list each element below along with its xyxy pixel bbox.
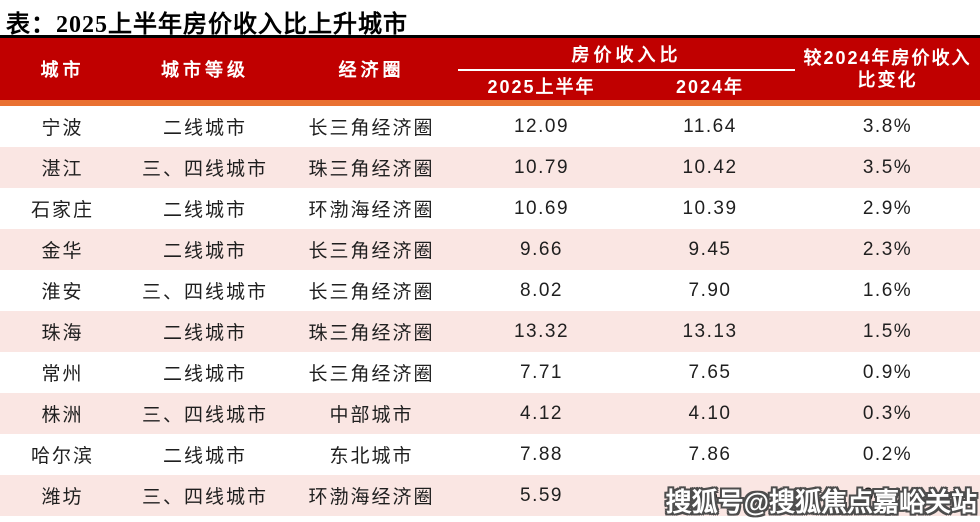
cell-circle: 长三角经济圈 xyxy=(308,282,435,303)
cell-tier: 二线城市 xyxy=(162,364,247,385)
cell-circle: 珠三角经济圈 xyxy=(308,323,435,344)
col-header-circle: 经济圈 xyxy=(338,60,405,80)
cell-ratio_2024: 10.42 xyxy=(682,156,738,178)
col-header-change-line2: 比变化 xyxy=(857,70,918,90)
cell-change: 2.9% xyxy=(862,197,913,219)
col-header-city: 城市 xyxy=(40,60,85,80)
group-subheaders: 2025上半年 2024年 xyxy=(458,71,795,100)
cell-change: 0.2% xyxy=(862,484,913,506)
col-group-ratio: 房价收入比 2025上半年 2024年 xyxy=(458,38,795,100)
cell-city: 淮安 xyxy=(41,282,84,303)
table-row: 常州 二线城市 长三角经济圈 7.71 7.65 0.9% xyxy=(0,352,980,393)
table-row: 宁波 二线城市 长三角经济圈 12.09 11.64 3.8% xyxy=(0,106,980,147)
cell-change: 0.3% xyxy=(862,402,913,424)
cell-tier: 三、四线城市 xyxy=(141,159,268,180)
cell-ratio_2024: 7.65 xyxy=(688,361,732,383)
cell-city: 哈尔滨 xyxy=(30,446,94,467)
group-header-ratio: 房价收入比 xyxy=(571,44,682,65)
cell-city: 珠海 xyxy=(41,323,84,344)
cell-ratio_2024: 7.90 xyxy=(688,279,732,301)
table-row: 株洲 三、四线城市 中部城市 4.12 4.10 0.3% xyxy=(0,393,980,434)
cell-ratio_2024: 7.86 xyxy=(688,443,732,465)
cell-change: 2.3% xyxy=(862,238,913,260)
cell-city: 株洲 xyxy=(41,405,84,426)
table: 城市 城市等级 经济圈 房价收入比 2025上半年 2024年 较2024年房价… xyxy=(0,35,980,516)
table-top-border xyxy=(0,35,980,38)
cell-ratio_2024: 11.64 xyxy=(683,115,737,137)
table-row: 潍坊 三、四线城市 环渤海经济圈 5.59 5.58 0.2% xyxy=(0,475,980,516)
col-header-tier: 城市等级 xyxy=(161,60,249,80)
table-body: 宁波 二线城市 长三角经济圈 12.09 11.64 3.8% 湛江 三、四线城市 珠三角经济圈… xyxy=(0,106,980,516)
table-row: 哈尔滨 二线城市 东北城市 7.88 7.86 0.2% xyxy=(0,434,980,475)
cell-circle: 长三角经济圈 xyxy=(308,364,435,385)
cell-city: 常州 xyxy=(41,364,84,385)
cell-ratio_2025h1: 4.12 xyxy=(520,402,563,424)
cell-circle: 珠三角经济圈 xyxy=(308,159,435,180)
group-underline xyxy=(458,69,795,71)
cell-circle: 环渤海经济圈 xyxy=(308,200,435,221)
cell-ratio_2025h1: 13.32 xyxy=(513,320,570,342)
col-header-change-line1: 较2024年房价收入 xyxy=(803,48,972,68)
cell-tier: 三、四线城市 xyxy=(141,487,268,508)
cell-ratio_2025h1: 10.69 xyxy=(513,197,570,219)
cell-ratio_2025h1: 9.66 xyxy=(520,238,563,260)
cell-circle: 长三角经济圈 xyxy=(308,241,435,262)
cell-city: 潍坊 xyxy=(41,487,84,508)
cell-change: 1.6% xyxy=(862,279,913,301)
table-row: 珠海 二线城市 珠三角经济圈 13.32 13.13 1.5% xyxy=(0,311,980,352)
cell-tier: 二线城市 xyxy=(162,323,247,344)
cell-tier: 三、四线城市 xyxy=(141,282,268,303)
cell-ratio_2025h1: 8.02 xyxy=(520,279,563,301)
header-accent-line xyxy=(0,100,980,106)
cell-ratio_2025h1: 5.59 xyxy=(520,484,563,506)
table-row: 金华 二线城市 长三角经济圈 9.66 9.45 2.3% xyxy=(0,229,980,270)
table-row: 淮安 三、四线城市 长三角经济圈 8.02 7.90 1.6% xyxy=(0,270,980,311)
cell-change: 0.2% xyxy=(862,443,913,465)
cell-ratio_2025h1: 12.09 xyxy=(513,115,570,137)
cell-circle: 环渤海经济圈 xyxy=(308,487,435,508)
cell-circle: 东北城市 xyxy=(329,446,414,467)
cell-city: 湛江 xyxy=(41,159,84,180)
col-header-change: 较2024年房价收入 比变化 xyxy=(795,38,980,100)
cell-ratio_2025h1: 7.88 xyxy=(520,443,563,465)
cell-circle: 长三角经济圈 xyxy=(308,118,435,139)
cell-change: 0.9% xyxy=(862,361,913,383)
col-header-2025h1: 2025上半年 xyxy=(487,76,596,97)
cell-city: 石家庄 xyxy=(30,200,94,221)
table-row: 湛江 三、四线城市 珠三角经济圈 10.79 10.42 3.5% xyxy=(0,147,980,188)
cell-ratio_2024: 5.58 xyxy=(688,484,732,506)
cell-tier: 二线城市 xyxy=(162,446,247,467)
cell-ratio_2024: 4.10 xyxy=(688,402,732,424)
cell-ratio_2024: 10.39 xyxy=(682,197,738,219)
cell-city: 宁波 xyxy=(41,118,84,139)
table-row: 石家庄 二线城市 环渤海经济圈 10.69 10.39 2.9% xyxy=(0,188,980,229)
cell-circle: 中部城市 xyxy=(329,405,414,426)
cell-ratio_2025h1: 10.79 xyxy=(513,156,570,178)
cell-ratio_2024: 9.45 xyxy=(688,238,732,260)
cell-change: 3.5% xyxy=(862,156,913,178)
cell-city: 金华 xyxy=(41,241,84,262)
cell-ratio_2025h1: 7.71 xyxy=(520,361,563,383)
table-header: 城市 城市等级 经济圈 房价收入比 2025上半年 2024年 较2024年房价… xyxy=(0,38,980,100)
cell-tier: 二线城市 xyxy=(162,241,247,262)
col-header-2024: 2024年 xyxy=(675,76,745,97)
watermark: 搜狐号@搜狐焦点嘉峪关站 xyxy=(665,487,977,517)
cell-tier: 三、四线城市 xyxy=(141,405,268,426)
cell-change: 1.5% xyxy=(862,320,913,342)
page-title: 表：2025上半年房价收入比上升城市 xyxy=(6,12,408,38)
cell-change: 3.8% xyxy=(862,115,913,137)
cell-tier: 二线城市 xyxy=(162,118,247,139)
cell-ratio_2024: 13.13 xyxy=(682,320,738,342)
cell-tier: 二线城市 xyxy=(162,200,247,221)
